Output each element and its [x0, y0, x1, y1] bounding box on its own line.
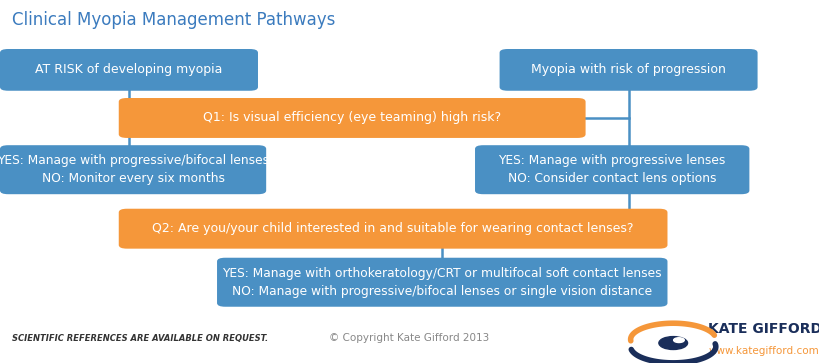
FancyBboxPatch shape	[0, 49, 258, 91]
Text: AT RISK of developing myopia: AT RISK of developing myopia	[35, 64, 223, 76]
FancyBboxPatch shape	[119, 209, 667, 249]
FancyBboxPatch shape	[217, 258, 667, 307]
Text: KATE GIFFORD: KATE GIFFORD	[708, 322, 819, 336]
FancyBboxPatch shape	[119, 98, 586, 138]
Text: Q2: Are you/your child interested in and suitable for wearing contact lenses?: Q2: Are you/your child interested in and…	[152, 222, 634, 235]
Text: YES: Manage with progressive lenses
NO: Consider contact lens options: YES: Manage with progressive lenses NO: …	[499, 154, 726, 185]
FancyBboxPatch shape	[0, 145, 266, 194]
Text: Q1: Is visual efficiency (eye teaming) high risk?: Q1: Is visual efficiency (eye teaming) h…	[203, 111, 501, 125]
Text: YES: Manage with progressive/bifocal lenses
NO: Monitor every six months: YES: Manage with progressive/bifocal len…	[0, 154, 269, 185]
Text: SCIENTIFIC REFERENCES ARE AVAILABLE ON REQUEST.: SCIENTIFIC REFERENCES ARE AVAILABLE ON R…	[12, 334, 269, 343]
Ellipse shape	[658, 337, 687, 350]
FancyBboxPatch shape	[475, 145, 749, 194]
Text: YES: Manage with orthokeratology/CRT or multifocal soft contact lenses
NO: Manag: YES: Manage with orthokeratology/CRT or …	[223, 267, 662, 298]
Ellipse shape	[674, 338, 685, 343]
Text: www.kategifford.com.au: www.kategifford.com.au	[708, 346, 819, 356]
Text: Myopia with risk of progression: Myopia with risk of progression	[532, 64, 726, 76]
Text: Clinical Myopia Management Pathways: Clinical Myopia Management Pathways	[12, 11, 336, 29]
Text: © Copyright Kate Gifford 2013: © Copyright Kate Gifford 2013	[329, 333, 490, 343]
FancyBboxPatch shape	[500, 49, 758, 91]
